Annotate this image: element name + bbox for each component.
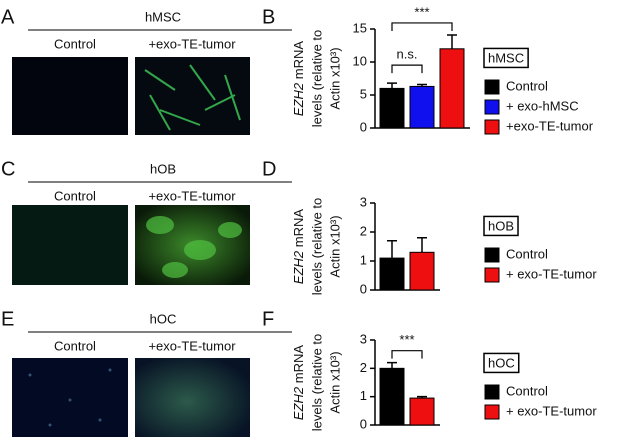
y-label: EZH2 mRNA	[291, 41, 306, 116]
image-label: +exo-TE-tumor	[148, 36, 236, 51]
legend-title-box	[483, 47, 529, 69]
legend-title: hMSC	[488, 50, 524, 65]
bar	[379, 257, 405, 291]
y-label-part: mRNA	[291, 345, 306, 384]
legend-title-box	[483, 215, 519, 237]
bar	[379, 367, 405, 426]
image-label: Control	[54, 36, 96, 51]
y-tick-label: 10	[353, 53, 367, 68]
panel-title: hOC	[150, 311, 177, 326]
y-tick-label: 1	[360, 252, 367, 267]
image-label: +exo-TE-tumor	[148, 338, 236, 353]
panel-letter: D	[262, 158, 276, 180]
legend-swatch	[484, 247, 500, 263]
legend-label: Control	[506, 78, 548, 93]
y-label-part: mRNA	[291, 209, 306, 248]
legend-label: +exo-TE-tumor	[506, 118, 594, 133]
significance-label: n.s.	[397, 47, 418, 62]
panel-title: hMSC	[145, 9, 181, 24]
panel-letter: F	[262, 308, 274, 330]
significance-label: ***	[414, 4, 429, 19]
y-tick-label: 3	[360, 331, 367, 346]
legend-swatch	[484, 267, 500, 283]
error-bar	[387, 82, 397, 89]
error-bar	[387, 239, 397, 259]
legend-label: Control	[506, 383, 548, 398]
significance-bracket	[391, 350, 423, 359]
bar	[409, 397, 435, 426]
panel-title: hOB	[150, 161, 176, 176]
y-label: levels (relative to	[309, 334, 324, 432]
legend-swatch	[484, 384, 500, 400]
y-label: Actin x10³)	[327, 47, 342, 109]
y-tick-label: 3	[360, 194, 367, 209]
y-label-gene: EZH2	[291, 386, 306, 420]
image-label: +exo-TE-tumor	[148, 188, 236, 203]
legend-title: hOB	[488, 218, 514, 233]
legend-label: + exo-TE-tumor	[506, 266, 597, 281]
bar	[439, 48, 465, 129]
y-label: levels (relative to	[309, 198, 324, 296]
y-label: Actin x10³)	[327, 351, 342, 413]
y-label-gene: EZH2	[291, 250, 306, 284]
error-bar	[417, 83, 427, 87]
y-tick-label: 0	[360, 281, 367, 296]
image-label: Control	[54, 188, 96, 203]
legend-title: hOC	[488, 355, 515, 370]
legend-swatch	[484, 404, 500, 420]
y-tick-label: 0	[360, 119, 367, 134]
y-label: EZH2 mRNA	[291, 345, 306, 420]
bar	[379, 87, 405, 129]
panel-letter: C	[1, 158, 15, 180]
y-label-gene: EZH2	[291, 82, 306, 116]
error-bar	[417, 237, 427, 253]
legend-label: + exo-hMSC	[506, 98, 579, 113]
error-bar	[387, 361, 397, 369]
legend-swatch	[484, 79, 500, 95]
significance-bracket	[391, 64, 423, 74]
legend-title-box	[483, 352, 520, 374]
y-tick-label: 2	[360, 360, 367, 375]
significance-label: ***	[399, 332, 414, 347]
error-bar	[417, 395, 427, 399]
y-tick-label: 15	[353, 20, 367, 35]
y-label-part: mRNA	[291, 41, 306, 80]
legend-label: Control	[506, 246, 548, 261]
y-tick-label: 0	[360, 416, 367, 431]
y-label: EZH2 mRNA	[291, 209, 306, 284]
y-label: levels (relative to	[309, 30, 324, 128]
error-bar	[447, 34, 457, 49]
bar	[409, 85, 435, 129]
micrographs	[12, 57, 250, 437]
y-tick-label: 2	[360, 223, 367, 238]
legend-swatch	[484, 119, 500, 135]
panel-letter: A	[1, 6, 15, 28]
y-label: Actin x10³)	[327, 215, 342, 277]
significance-bracket	[391, 22, 453, 31]
y-tick-label: 1	[360, 388, 367, 403]
y-tick-label: 5	[360, 86, 367, 101]
legend-swatch	[484, 99, 500, 115]
panel-letter: B	[262, 6, 275, 28]
bar	[409, 251, 435, 291]
legend-label: + exo-TE-tumor	[506, 403, 597, 418]
image-label: Control	[54, 338, 96, 353]
panel-letter: E	[1, 308, 14, 330]
